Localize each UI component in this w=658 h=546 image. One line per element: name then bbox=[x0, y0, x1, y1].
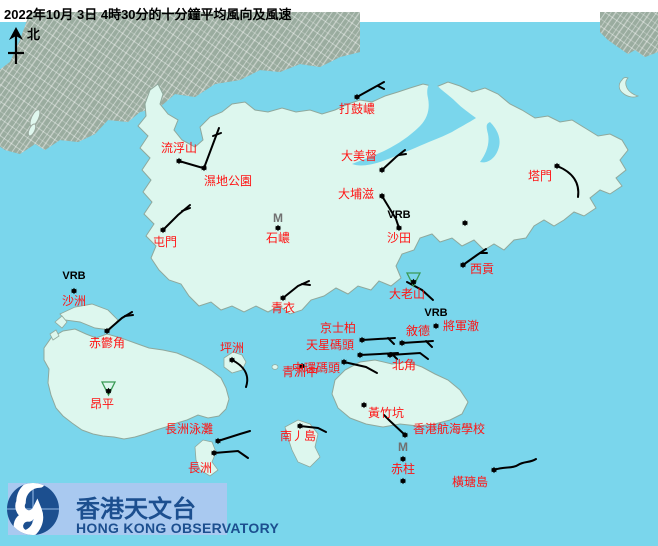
svg-text:南丿島: 南丿島 bbox=[280, 428, 316, 443]
svg-text:長洲泳灘: 長洲泳灘 bbox=[165, 422, 213, 436]
svg-text:赤鬱角: 赤鬱角 bbox=[89, 336, 125, 350]
svg-text:屯門: 屯門 bbox=[153, 235, 177, 249]
svg-text:青衣: 青衣 bbox=[271, 300, 295, 315]
svg-text:VRB: VRB bbox=[387, 209, 410, 221]
svg-text:坪洲: 坪洲 bbox=[220, 341, 244, 355]
svg-text:VRB: VRB bbox=[424, 307, 447, 319]
svg-text:西貢: 西貢 bbox=[470, 262, 494, 276]
svg-text:將軍澈: 將軍澈 bbox=[443, 318, 479, 333]
svg-text:濕地公園: 濕地公園 bbox=[204, 174, 252, 188]
svg-text:香港天文台: 香港天文台 bbox=[76, 495, 196, 523]
svg-text:HONG KONG OBSERVATORY: HONG KONG OBSERVATORY bbox=[76, 520, 279, 536]
svg-text:香港航海學校: 香港航海學校 bbox=[413, 421, 485, 436]
svg-text:沙洲: 沙洲 bbox=[62, 294, 86, 308]
svg-text:橫瑭島: 橫瑭島 bbox=[452, 474, 488, 489]
svg-text:塔門: 塔門 bbox=[528, 169, 552, 183]
svg-text:M: M bbox=[273, 211, 283, 225]
svg-text:北: 北 bbox=[27, 27, 40, 42]
svg-text:青洲中: 青洲中 bbox=[282, 364, 318, 379]
svg-text:打鼓嶩: 打鼓嶩 bbox=[339, 102, 375, 116]
svg-text:昂平: 昂平 bbox=[90, 397, 114, 411]
svg-text:黃竹坑: 黃竹坑 bbox=[368, 405, 404, 420]
svg-text:北角: 北角 bbox=[392, 358, 416, 372]
svg-text:石嶩: 石嶩 bbox=[266, 231, 290, 245]
svg-text:流浮山: 流浮山 bbox=[161, 141, 197, 155]
svg-text:天星碼頭: 天星碼頭 bbox=[306, 338, 354, 352]
svg-text:M: M bbox=[398, 440, 408, 454]
svg-text:敘德: 敘德 bbox=[406, 323, 430, 338]
svg-text:大埔滋: 大埔滋 bbox=[338, 187, 374, 201]
svg-text:VRB: VRB bbox=[62, 270, 85, 282]
svg-text:大老山: 大老山 bbox=[389, 287, 425, 301]
svg-text:沙田: 沙田 bbox=[387, 231, 411, 245]
svg-text:大美督: 大美督 bbox=[341, 148, 377, 163]
svg-text:長洲: 長洲 bbox=[188, 461, 212, 475]
svg-text:京士柏: 京士柏 bbox=[320, 320, 356, 335]
svg-text:赤柱: 赤柱 bbox=[391, 461, 415, 476]
